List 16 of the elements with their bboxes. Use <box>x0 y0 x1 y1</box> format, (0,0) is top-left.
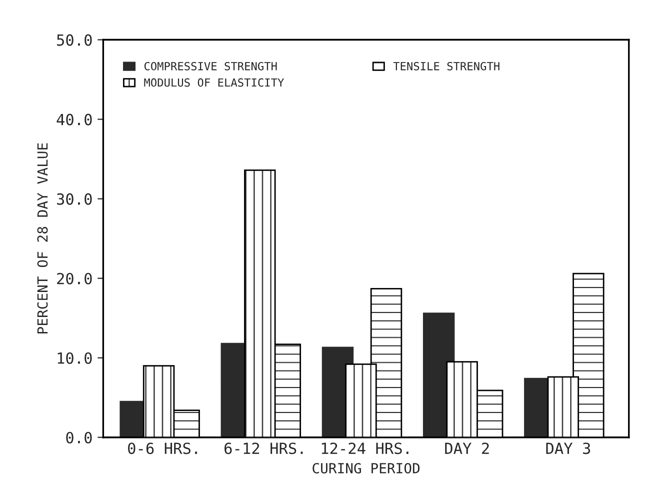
x-tick-label: 0-6 HRS. <box>128 442 197 454</box>
legend-label: MODULUS OF ELASTICITY <box>144 78 284 87</box>
legend-label: TENSILE STRENGTH <box>393 62 500 70</box>
y-tick-label: 0.0 <box>66 432 92 444</box>
x-tick-label: 12-24 HRS. <box>322 442 408 454</box>
x-tick-label: 6-12 HRS. <box>224 442 303 454</box>
legend-label: COMPRESSIVE STRENGTH <box>144 62 277 70</box>
x-tick-label: DAY 2 <box>445 442 489 454</box>
y-axis-title: PERCENT OF 28 DAY VALUE <box>37 143 48 334</box>
y-tick-label: 30.0 <box>57 193 92 205</box>
x-axis-title: CURING PERIOD <box>312 462 420 474</box>
y-tick-label: 40.0 <box>56 114 92 126</box>
y-tick-label: 10.0 <box>58 352 92 364</box>
y-tick-label: 20.0 <box>57 272 92 284</box>
y-tick-label: 50.0 <box>57 34 92 46</box>
x-tick-label: DAY 3 <box>546 442 590 454</box>
